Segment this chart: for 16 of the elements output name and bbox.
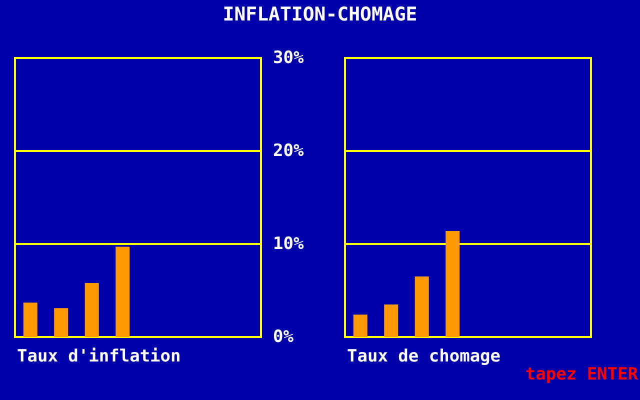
bar bbox=[353, 314, 368, 337]
y-tick-label: 30% bbox=[273, 48, 304, 68]
bar bbox=[414, 276, 429, 337]
bar bbox=[446, 230, 460, 337]
x-axis-title: Taux de chomage bbox=[347, 346, 501, 366]
bar bbox=[23, 302, 38, 337]
y-tick-label: 20% bbox=[273, 141, 304, 161]
bar bbox=[84, 283, 99, 337]
bar bbox=[384, 304, 398, 337]
text: INFLATION-CHOMAGE bbox=[222, 4, 418, 26]
x-axis-title: Taux d'inflation bbox=[17, 346, 181, 366]
bar bbox=[116, 246, 130, 337]
y-tick-label: 10% bbox=[273, 234, 304, 254]
bar bbox=[54, 308, 68, 337]
y-tick-label: 0% bbox=[273, 327, 294, 347]
text: tapez ENTER bbox=[525, 364, 639, 384]
